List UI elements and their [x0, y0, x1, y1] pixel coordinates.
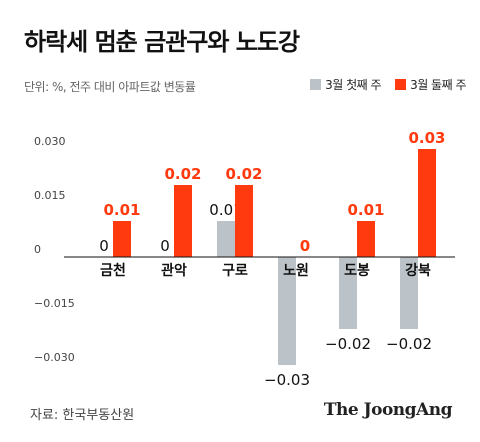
legend-item-week2: 3월 둘째 주 — [395, 76, 466, 93]
bar — [357, 221, 375, 257]
y-tick-label: 0.030 — [34, 135, 66, 148]
legend-item-week1: 3월 첫째 주 — [310, 76, 382, 93]
data-label: −0.03 — [264, 371, 310, 389]
data-label: 0 — [300, 237, 310, 255]
legend-swatch-week1 — [310, 79, 322, 90]
bar — [113, 221, 131, 257]
category-label: 금천 — [100, 263, 126, 279]
legend-swatch-week2 — [395, 79, 407, 90]
legend-label-week2: 3월 둘째 주 — [410, 78, 466, 92]
bar — [278, 257, 296, 365]
unit-note: 단위: %, 전주 대비 아파트값 변동률 — [24, 80, 196, 94]
bar — [235, 185, 253, 257]
category-label: 도봉 — [344, 263, 370, 279]
y-tick-label: −0.015 — [34, 297, 75, 310]
page-title: 하락세 멈춘 금관구와 노도강 — [24, 28, 300, 56]
category-label: 관악 — [161, 262, 187, 279]
data-label: 0 — [99, 237, 109, 255]
data-label: 0 — [160, 237, 170, 255]
data-label: 0.01 — [347, 201, 384, 219]
y-tick-label: −0.030 — [34, 351, 75, 364]
brand-logo: The JoongAng — [323, 400, 453, 420]
source-note: 자료: 한국부동산원 — [30, 408, 135, 423]
category-label: 노원 — [283, 263, 309, 279]
data-label: 0.02 — [225, 165, 262, 183]
data-label: 0.03 — [408, 129, 445, 147]
y-tick-label: 0.015 — [34, 189, 66, 202]
category-label: 강북 — [405, 262, 431, 279]
legend: 3월 첫째 주 3월 둘째 주 — [302, 76, 466, 93]
bar — [339, 257, 357, 329]
bar — [400, 257, 418, 329]
category-label: 구로 — [222, 263, 248, 279]
data-label: −0.02 — [325, 335, 371, 353]
data-label: 0.01 — [103, 201, 140, 219]
data-label: 0.02 — [164, 165, 201, 183]
bar — [174, 185, 192, 257]
y-tick-label: 0 — [34, 243, 41, 256]
data-label: 0.01 — [209, 201, 242, 219]
bar — [418, 149, 436, 257]
legend-label-week1: 3월 첫째 주 — [325, 78, 382, 92]
data-label: −0.02 — [386, 335, 432, 353]
bar — [217, 221, 235, 257]
